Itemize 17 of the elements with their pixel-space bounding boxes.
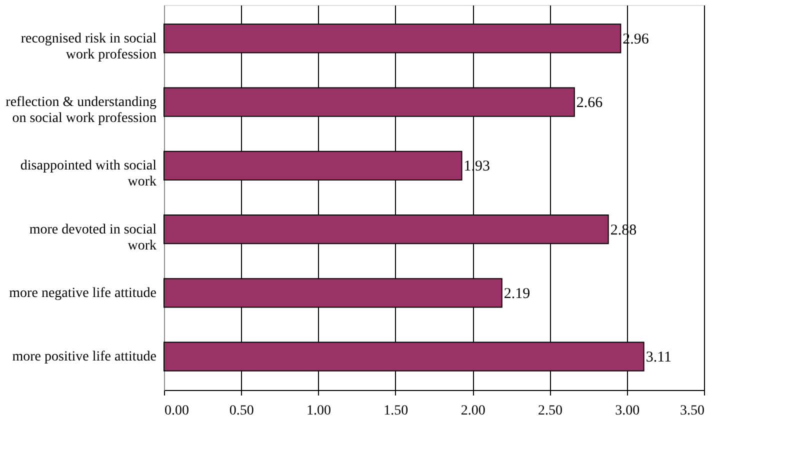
y-tick-label: more devoted in social work <box>29 222 157 254</box>
y-tick-label: recognised risk in social work profession <box>20 31 157 62</box>
data-label: 3.11 <box>646 350 672 366</box>
x-tick-label: 0.50 <box>229 404 254 418</box>
x-tick-label: 1.50 <box>384 404 408 418</box>
y-tick-label: more positive life attitude <box>12 350 156 365</box>
x-tick-label: 2.00 <box>460 404 486 418</box>
x-tick-label: 3.50 <box>680 404 704 418</box>
data-label: 2.66 <box>576 95 604 112</box>
x-tick-label: 1.00 <box>306 404 332 418</box>
y-tick-label: reflection & understanding on social work profession <box>6 95 156 126</box>
x-tick-label: 0.00 <box>164 404 189 418</box>
data-label: 2.19 <box>504 286 530 302</box>
y-tick-label: more negative life attitude <box>9 286 156 301</box>
y-tick-label: disappointed with social work <box>20 158 157 190</box>
x-tick-label: 3.00 <box>615 404 640 418</box>
x-tick-label: 2.50 <box>538 404 562 418</box>
